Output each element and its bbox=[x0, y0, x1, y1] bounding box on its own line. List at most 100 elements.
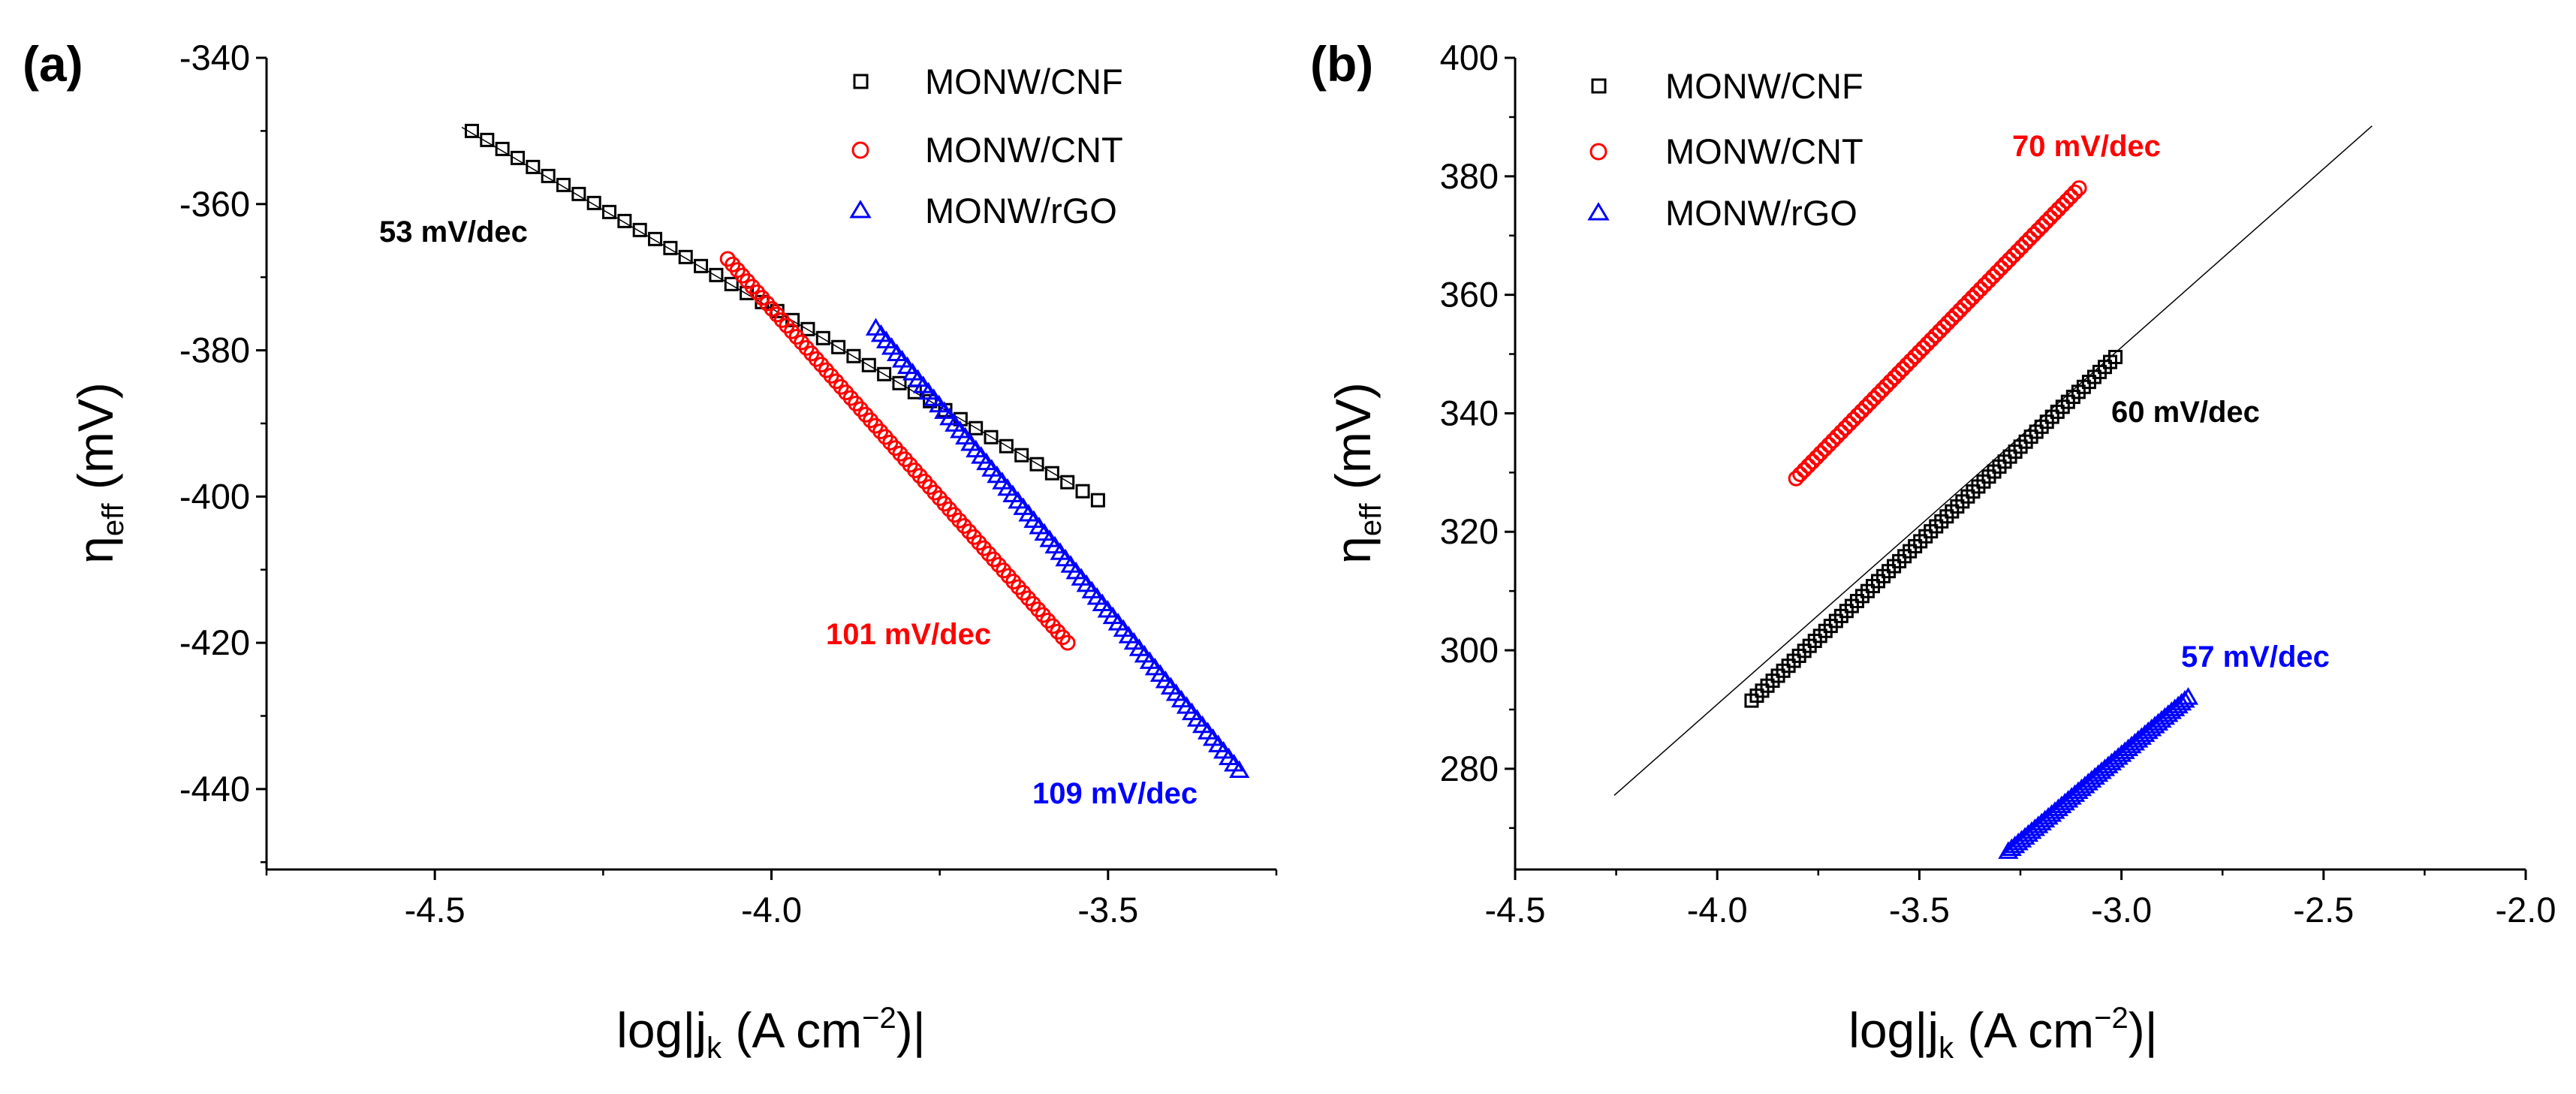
panel-b-rgo-point bbox=[2124, 732, 2146, 751]
panel-b-rgo-point bbox=[2064, 784, 2086, 802]
panel-a-cnf-point bbox=[541, 168, 556, 183]
panel-b-rgo-point bbox=[2114, 741, 2135, 759]
panel-b-rgo-point bbox=[2171, 692, 2192, 711]
panel-b-x-ticks: -4.5 -4.0 -3.5 -3.0 -2.5 -2.0 bbox=[1485, 869, 2556, 930]
panel-b-y-label-symbol: η bbox=[1325, 536, 1381, 564]
panel-a-x-label-units: (A cm bbox=[722, 1002, 862, 1058]
panel-b-cnt-point bbox=[1837, 420, 1854, 436]
panel-b-rgo-point bbox=[2074, 775, 2095, 794]
panel-a-x-label-main: log|j bbox=[616, 1002, 707, 1058]
panel-a-cnf-point bbox=[556, 177, 571, 192]
panel-b-rgo-point bbox=[2154, 707, 2175, 725]
panel-b-rgo-point bbox=[2101, 752, 2122, 771]
panel-a-label: (a) bbox=[23, 36, 83, 92]
panel-b-cnt-point bbox=[1886, 369, 1903, 386]
panel-b-cnt-point bbox=[1960, 294, 1977, 310]
panel-b-cnt-point bbox=[1915, 340, 1932, 357]
panel-b-cnt-point bbox=[1969, 285, 1985, 302]
panel-a-x-label: log|jk (A cm−2)| bbox=[616, 1002, 926, 1065]
panel-b-cnt-slope: 70 mV/dec bbox=[2012, 130, 2161, 163]
panel-b-y-tick-label: 400 bbox=[1440, 38, 1499, 77]
panel-b-cnt-point bbox=[2050, 201, 2067, 218]
panel-b-rgo-point bbox=[2104, 749, 2126, 768]
panel-a-cnf-point bbox=[999, 439, 1014, 454]
panel-b-x-label-sup: −2 bbox=[2094, 1002, 2129, 1035]
panel-a-x-tick-label: -4.5 bbox=[405, 890, 465, 930]
panel-a-cnf-point bbox=[800, 321, 815, 336]
panel-b-cnt-point bbox=[2046, 205, 2062, 222]
panel-b-markers bbox=[1744, 180, 2199, 859]
panel-a-x-label-close: )| bbox=[896, 1002, 926, 1058]
panel-a-cnf-point bbox=[1060, 475, 1075, 490]
panel-b-cnt-point bbox=[1792, 466, 1809, 483]
panel-b-x-tick-label: -4.5 bbox=[1485, 890, 1546, 930]
panel-b-rgo-point bbox=[2047, 798, 2069, 816]
panel-b-x-label-sub: k bbox=[1939, 1032, 1954, 1065]
panel-b-rgo-point bbox=[2128, 730, 2149, 748]
panel-b-cnt-point bbox=[2001, 252, 2017, 268]
panel-b-cnt-point bbox=[1903, 352, 1919, 369]
panel-b-cnt-point bbox=[2067, 184, 2083, 200]
panel-b-cnt-point bbox=[1919, 336, 1936, 352]
legend-a-cnf-swatch bbox=[853, 74, 869, 89]
panel-b-cnt-point bbox=[1907, 348, 1924, 365]
panel-b-cnt-point bbox=[2029, 222, 2046, 239]
panel-a-cnf-point bbox=[969, 420, 984, 435]
panel-b-rgo-point bbox=[2051, 795, 2072, 814]
panel-b-rgo-point bbox=[2041, 803, 2062, 822]
legend-a-cnf-label: MONW/CNF bbox=[925, 62, 1123, 101]
legend-a-rgo-swatch bbox=[849, 200, 872, 218]
panel-b-x-tick-label: -2.5 bbox=[2293, 890, 2354, 930]
panel-a-x-tick-label: -4.0 bbox=[741, 890, 802, 930]
panel-a-y-label-sub: eff bbox=[97, 503, 130, 537]
panel-a-y-label-symbol: η bbox=[68, 536, 123, 564]
panel-a-cnf-point bbox=[694, 258, 709, 273]
panel-b-y-tick-label: 280 bbox=[1440, 749, 1499, 788]
panel-b-rgo-slope: 57 mV/dec bbox=[2181, 640, 2330, 674]
panel-b-rgo-point bbox=[2038, 806, 2059, 825]
panel-b-rgo-point bbox=[2014, 827, 2035, 845]
panel-b-rgo-point bbox=[2161, 701, 2182, 719]
panel-b-cnt-point bbox=[1796, 462, 1812, 478]
panel-b-cnt-point bbox=[2071, 180, 2087, 197]
panel-b-cnt-point bbox=[1845, 411, 1862, 428]
panel-b-rgo-point bbox=[2111, 744, 2132, 762]
panel-b-cnt-point bbox=[1911, 344, 1927, 360]
panel-b-cnt-point bbox=[1923, 331, 1939, 348]
panel-b-x-label: log|jk (A cm−2)| bbox=[1848, 1002, 2158, 1065]
panel-b-rgo-point bbox=[2138, 721, 2159, 740]
panel-b-rgo-point bbox=[2011, 830, 2032, 848]
panel-b-rgo-point bbox=[2088, 764, 2109, 782]
panel-a-cnf-point bbox=[480, 132, 495, 147]
panel-a-y-tick-label: -340 bbox=[179, 38, 250, 77]
panel-b-cnt-point bbox=[1931, 323, 1948, 339]
legend-b-cnf-swatch bbox=[1591, 78, 1607, 94]
panel-b-rgo-point bbox=[2107, 746, 2129, 765]
panel-b-cnt-point bbox=[1862, 394, 1879, 411]
panel-b-rgo-point bbox=[2028, 815, 2049, 833]
panel-b-label: (b) bbox=[1310, 36, 1373, 92]
panel-b-cnt-point bbox=[2022, 231, 2038, 247]
panel-b-cnt-point bbox=[1894, 361, 1911, 378]
panel-b-cnt-point bbox=[1821, 436, 1837, 453]
panel-a-y-label: ηeff (mV) bbox=[68, 382, 130, 564]
panel-b-legend: MONW/CNF MONW/CNT MONW/rGO bbox=[1587, 66, 1863, 233]
panel-b-rgo-point bbox=[2044, 801, 2065, 819]
panel-b-rgo-point bbox=[2141, 718, 2162, 737]
panel-a-cnt-point bbox=[1059, 634, 1076, 651]
panel-b-cnt-point bbox=[2054, 197, 2071, 213]
panel-b-cnt-point bbox=[1816, 441, 1833, 457]
panel-b-y-label-sub: eff bbox=[1354, 503, 1387, 537]
panel-a-markers bbox=[464, 123, 1250, 779]
panel-b-rgo-point bbox=[2135, 724, 2156, 743]
panel-b-rgo-point bbox=[2131, 727, 2152, 745]
panel-a-cnf-point bbox=[1075, 484, 1090, 499]
panel-a-cnf-point bbox=[617, 213, 632, 228]
panel-a-y-tick-label: -420 bbox=[179, 622, 250, 662]
panel-b-x-label-main: log|j bbox=[1848, 1002, 1939, 1058]
panel-a-y-label-units: (mV) bbox=[68, 382, 123, 503]
panel-b-y-tick-label: 320 bbox=[1440, 511, 1499, 551]
panel-b-cnt-point bbox=[1874, 382, 1891, 399]
panel-b-rgo-point bbox=[2094, 758, 2116, 776]
panel-b-cnt-point bbox=[1944, 310, 1960, 327]
